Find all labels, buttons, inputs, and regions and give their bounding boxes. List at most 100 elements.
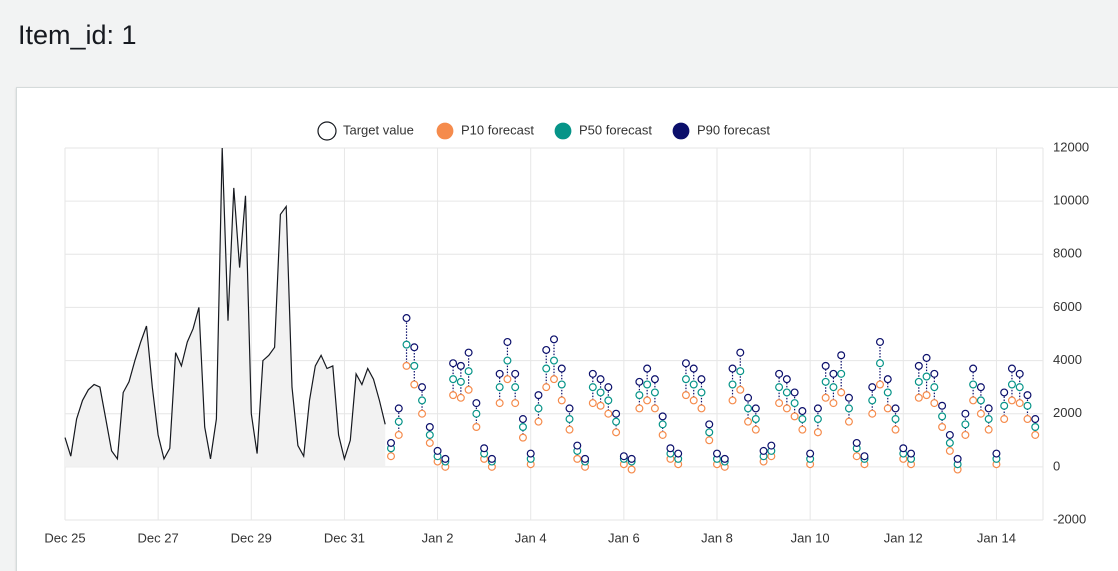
legend-marker (435, 121, 455, 141)
forecast-point (984, 415, 993, 424)
forecast-point (565, 404, 574, 413)
y-tick-label: 0 (1053, 458, 1060, 473)
forecast-point (813, 415, 822, 424)
forecast-point (1015, 383, 1024, 392)
forecast-point (891, 425, 900, 434)
forecast-point (837, 351, 846, 360)
forecast-point (596, 388, 605, 397)
forecast-point (751, 425, 760, 434)
x-tick-label: Dec 25 (44, 530, 85, 545)
forecast-point (969, 380, 978, 389)
forecast-point (573, 441, 582, 450)
forecast-point (643, 364, 652, 373)
forecast-point (1031, 423, 1040, 432)
forecast-point (612, 417, 621, 426)
forecast-point (829, 399, 838, 408)
forecast-point (1023, 401, 1032, 410)
forecast-point (821, 393, 830, 402)
forecast-point (945, 438, 954, 447)
forecast-point (969, 396, 978, 405)
y-tick-label: 10000 (1053, 193, 1089, 208)
forecast-point (557, 396, 566, 405)
target-line (64, 147, 386, 462)
forecast-point (658, 430, 667, 439)
forecast-point (681, 359, 690, 368)
forecast-point (433, 446, 442, 455)
forecast-point (837, 388, 846, 397)
legend-marker (317, 121, 337, 141)
forecast-point (503, 375, 512, 384)
forecast-point (1007, 396, 1016, 405)
forecast-point (945, 446, 954, 455)
forecast-points (387, 340, 1040, 469)
forecast-point (914, 393, 923, 402)
forecast-point (588, 399, 597, 408)
forecast-point (875, 380, 884, 389)
forecast-point (712, 449, 721, 458)
y-tick-label: 6000 (1053, 299, 1082, 314)
y-tick-label: -2000 (1053, 511, 1086, 526)
forecast-point (480, 444, 489, 453)
forecast-point (643, 396, 652, 405)
forecast-point (930, 383, 939, 392)
forecast-point (518, 423, 527, 432)
forecast-point (418, 409, 427, 418)
forecast-point (930, 399, 939, 408)
forecast-point (526, 449, 535, 458)
forecast-point (511, 383, 520, 392)
forecast-point (883, 404, 892, 413)
forecast-point (503, 356, 512, 365)
forecast-point (1000, 415, 1009, 424)
legend: Target value P10 forecast P50 forecast P90 … (317, 121, 770, 141)
y-tick-label: 2000 (1053, 405, 1082, 420)
forecast-point (689, 396, 698, 405)
forecast-point (790, 399, 799, 408)
forecast-point (744, 393, 753, 402)
forecast-point (1000, 388, 1009, 397)
forecast-point (984, 404, 993, 413)
y-tick-label: 12000 (1053, 139, 1089, 154)
forecast-point (402, 314, 411, 323)
forecast-point (736, 367, 745, 376)
forecast-point (790, 388, 799, 397)
forecast-point (418, 383, 427, 392)
x-tick-label: Dec 27 (138, 530, 179, 545)
forecast-point (449, 359, 458, 368)
forecast-point (441, 454, 450, 463)
forecast-point (658, 420, 667, 429)
forecast-point (410, 380, 419, 389)
forecast-point (456, 377, 465, 386)
x-tick-label: Jan 4 (515, 530, 547, 545)
forecast-point (782, 375, 791, 384)
forecast-point (891, 404, 900, 413)
forecast-point (736, 385, 745, 394)
forecast-point (728, 364, 737, 373)
forecast-point (518, 415, 527, 424)
forecast-point (961, 409, 970, 418)
forecast-point (868, 396, 877, 405)
forecast-point (914, 377, 923, 386)
x-tick-label: Dec 29 (231, 530, 272, 545)
legend-marker (553, 121, 573, 141)
forecast-point (1000, 401, 1009, 410)
forecast-point (976, 396, 985, 405)
forecast-point (782, 388, 791, 397)
forecast-point (635, 391, 644, 400)
forecast-point (588, 369, 597, 378)
forecast-point (394, 430, 403, 439)
forecast-point (557, 364, 566, 373)
forecast-point (635, 377, 644, 386)
forecast-point (953, 454, 962, 463)
forecast-point (542, 383, 551, 392)
forecast-point (549, 335, 558, 344)
forecast-point (394, 417, 403, 426)
forecast-point (899, 444, 908, 453)
forecast-point (464, 385, 473, 394)
forecast-point (410, 343, 419, 352)
forecast-point (689, 364, 698, 373)
forecast-point (658, 412, 667, 421)
x-tick-label: Dec 31 (324, 530, 365, 545)
forecast-point (581, 454, 590, 463)
forecast-point (852, 452, 861, 461)
forecast-point (728, 380, 737, 389)
